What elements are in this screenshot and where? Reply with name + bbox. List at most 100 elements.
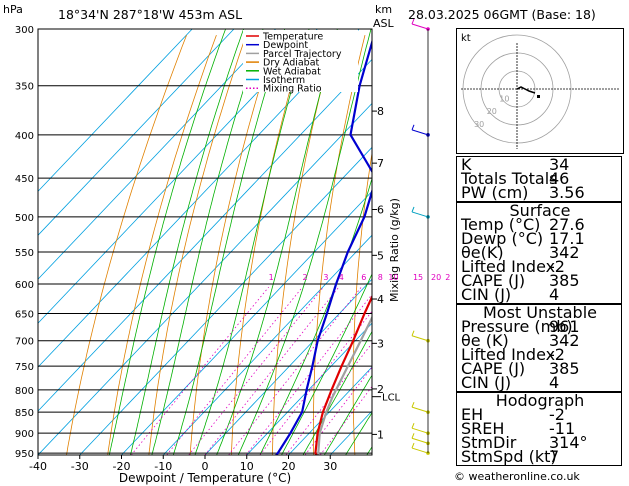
row-key: StmDir <box>461 433 517 452</box>
row-key: CAPE (J) <box>461 271 526 290</box>
mixing-ratio-label: 3 <box>323 273 328 282</box>
hodograph-ring-label: 10 <box>499 95 509 104</box>
wind-barb <box>411 335 429 342</box>
row-key: Pressure (mb) <box>461 317 573 336</box>
km-tick-label: 1 <box>377 428 384 441</box>
table-row: SREH -11 <box>457 419 623 438</box>
location-title: 18°34'N 287°18'W 453m ASL <box>58 7 243 22</box>
isotherm-line <box>121 190 372 455</box>
table-row: Dewp (°C) 17.1 <box>457 231 623 247</box>
mixing-ratio-label: 1 <box>269 273 274 282</box>
row-key: K <box>461 155 472 174</box>
dry-adiabat-line <box>148 34 247 455</box>
mixing-ratio-label: 6 <box>361 273 366 282</box>
wet-adiabat-line <box>302 330 372 455</box>
wind-barb <box>411 211 429 218</box>
table-row: StmSpd (kt) 7 <box>457 449 623 465</box>
wind-barb-flag <box>411 124 415 131</box>
row-value: -2 <box>549 405 565 424</box>
km-tick-label: 7 <box>377 157 384 170</box>
mixing-ratio-label: 20 <box>431 273 441 282</box>
row-value: -2 <box>549 345 565 364</box>
row-key: θe(K) <box>461 243 504 262</box>
hodograph-kt-label: kt <box>461 33 471 44</box>
legend-background <box>243 30 358 92</box>
pressure-tick-label: 750 <box>15 362 34 373</box>
table-row: θe(K) 342 <box>457 243 623 262</box>
row-value: 3.56 <box>549 183 585 202</box>
legend-label: Dry Adiabat <box>263 58 320 69</box>
wet-adiabat-line <box>151 29 264 455</box>
dry-adiabat-line <box>230 34 306 455</box>
plot-frame <box>37 28 373 456</box>
pressure-tick-label: 500 <box>15 213 34 224</box>
wind-barb-flag <box>411 442 415 449</box>
lcl-label: LCL <box>382 393 401 404</box>
temp-tick-label: 0 <box>202 460 209 473</box>
legend-label: Parcel Trajectory <box>263 49 342 60</box>
table-row: CIN (J) 4 <box>457 373 623 392</box>
wind-barb-flag <box>411 330 415 336</box>
most-unstable-box: Most Unstable Pressure (mb) 961 θe (K) 342 L… <box>456 304 622 392</box>
row-key: θe (K) <box>461 331 509 350</box>
pressure-tick-label: 550 <box>15 248 34 259</box>
dry-adiabat-line <box>189 34 277 455</box>
temp-tick-label: -40 <box>29 460 47 473</box>
dry-adiabat-line <box>66 34 187 455</box>
row-key: Totals Totals <box>461 169 558 188</box>
table-row: PW (cm) 3.56 <box>457 183 623 202</box>
mixing-ratio-label: 25 <box>445 273 450 282</box>
km-tick-label: 2 <box>377 383 384 396</box>
row-key: Temp (°C) <box>461 215 541 234</box>
storm-motion-marker <box>537 95 540 98</box>
wind-barb <box>411 447 429 454</box>
legend-label: Wet Adiabat <box>263 66 321 77</box>
dewpoint-line <box>274 38 372 455</box>
table-row: Temp (°C) 27.6 <box>457 215 623 234</box>
isotherm-line <box>38 58 372 412</box>
isotherm-line <box>79 146 372 455</box>
row-value: 385 <box>549 359 580 378</box>
temp-tick-label: -10 <box>154 460 172 473</box>
km-tick-label: 4 <box>377 293 384 306</box>
row-value: 27.6 <box>549 215 585 234</box>
isotherm-line <box>38 29 235 236</box>
row-value: 4 <box>549 373 560 392</box>
table-row: Totals Totals 46 <box>457 169 623 188</box>
temp-tick-label: -30 <box>71 460 89 473</box>
row-key: EH <box>461 405 484 424</box>
pressure-tick-label: 800 <box>15 386 34 397</box>
dry-adiabat-line <box>107 34 217 455</box>
pressure-tick-label: 850 <box>15 408 34 419</box>
km-tick-label: 8 <box>377 105 384 118</box>
temp-tick-label: 10 <box>240 460 254 473</box>
table-row: θe (K) 342 <box>457 331 623 350</box>
row-key: CIN (J) <box>461 285 512 304</box>
wind-barb <box>411 23 429 30</box>
isotherm-line <box>162 234 372 455</box>
row-value: 4 <box>549 285 560 304</box>
date-title: 28.03.2025 06GMT (Base: 18) <box>408 7 596 22</box>
row-value: -11 <box>549 419 576 438</box>
indices-box: K 34 Totals Totals 46 PW (cm) 3.56 <box>456 156 622 202</box>
table-row: Pressure (mb) 961 <box>457 317 623 336</box>
wind-barb-flag <box>411 422 415 429</box>
wet-adiabat-line <box>108 29 226 455</box>
wet-adiabat-line <box>323 374 372 455</box>
row-key: CAPE (J) <box>461 359 526 378</box>
legend-label: Mixing Ratio <box>263 84 322 95</box>
legend-label: Dewpoint <box>263 40 308 51</box>
mixing-ratio-axis-label: Mixing Ratio (g/kg) <box>388 198 401 302</box>
dry-adiabat-line <box>313 35 366 455</box>
wet-adiabat-line <box>130 29 244 455</box>
mixing-ratio-line <box>285 342 372 455</box>
mixing-ratio-label: 2 <box>302 273 307 282</box>
mixing-ratio-label: 8 <box>378 273 383 282</box>
x-axis-label: Dewpoint / Temperature (°C) <box>119 471 291 485</box>
wet-adiabat-line <box>173 29 286 455</box>
table-row: CAPE (J) 385 <box>457 359 623 378</box>
wind-barb <box>411 427 429 434</box>
footer-credit: © weatheronline.co.uk <box>454 470 580 483</box>
km-tick-label: 6 <box>377 203 384 216</box>
mixing-ratio-line <box>130 286 270 455</box>
